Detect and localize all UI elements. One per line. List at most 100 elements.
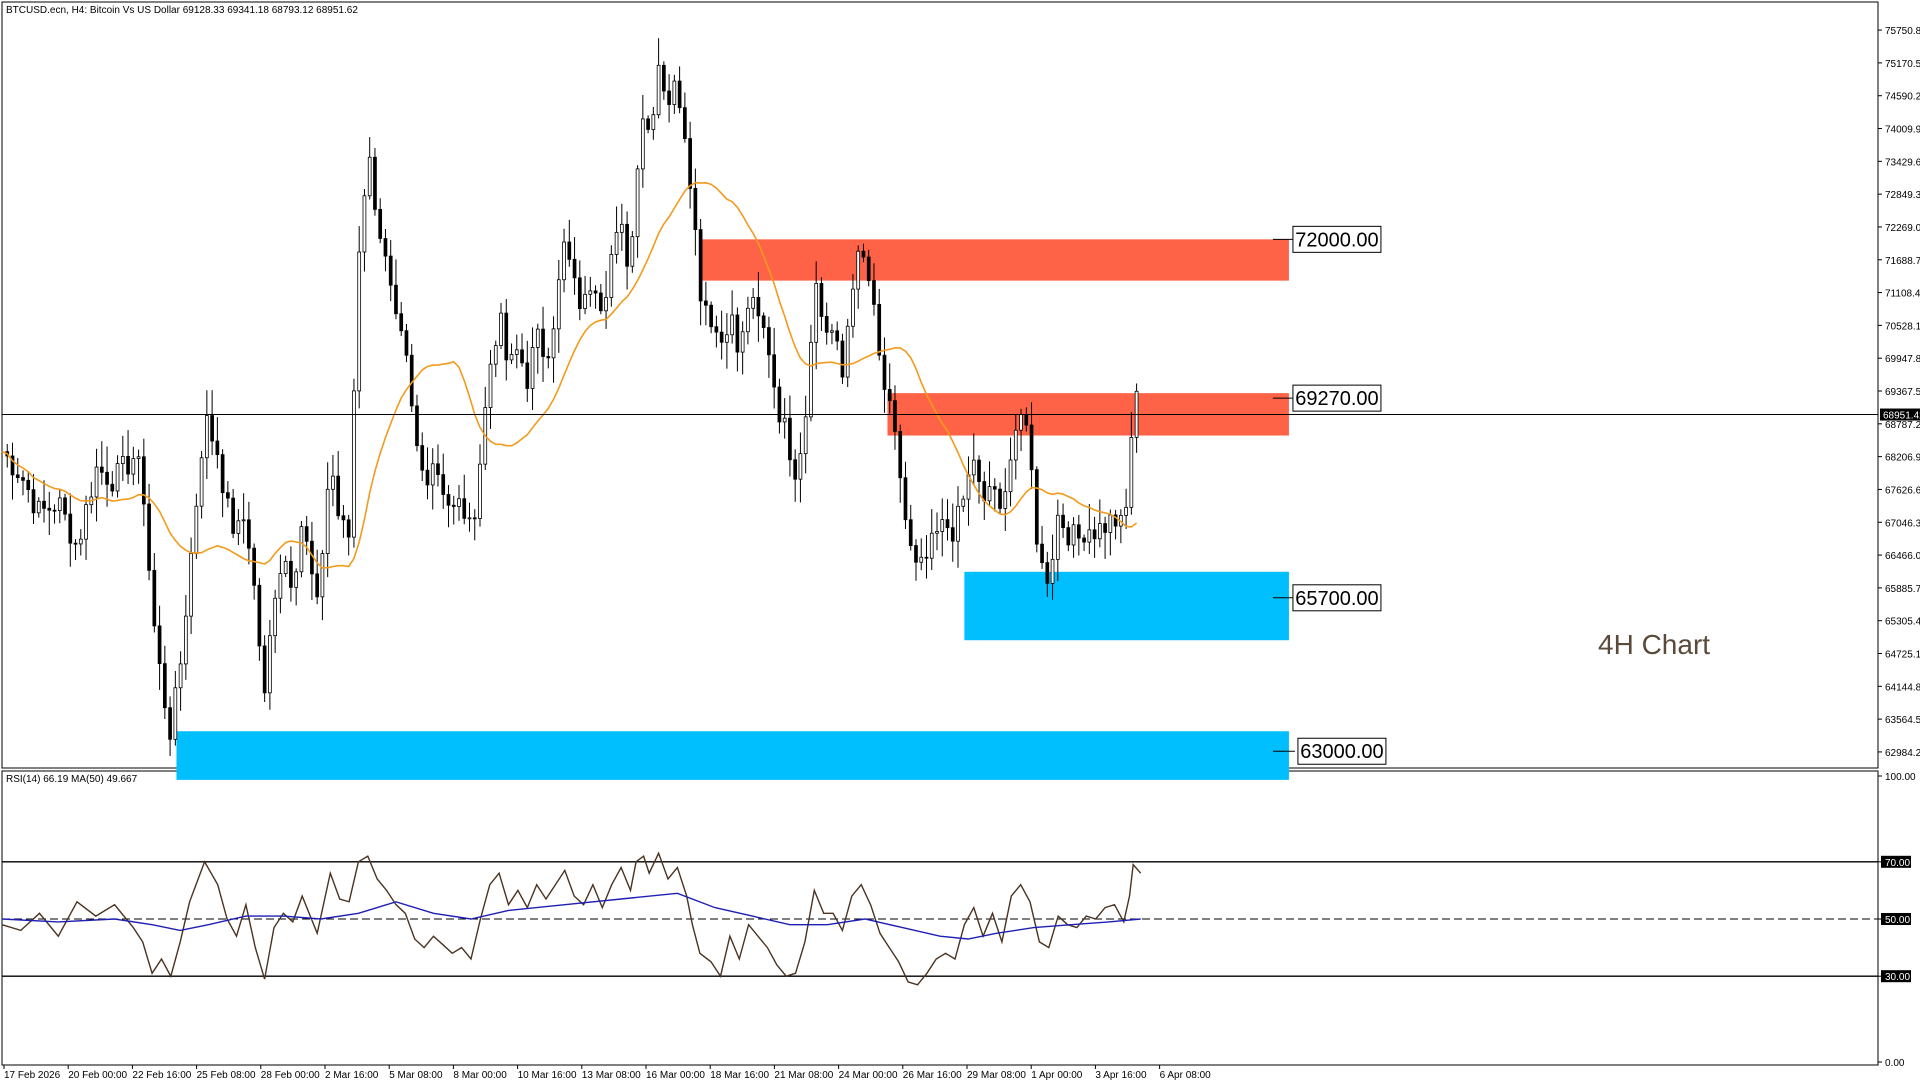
candle-bull xyxy=(78,538,83,545)
candle-bull xyxy=(493,345,498,365)
time-tick-label: 24 Mar 00:00 xyxy=(839,1070,898,1080)
candle-bear xyxy=(394,284,398,315)
candle-bear xyxy=(220,454,225,494)
candle-bear xyxy=(289,560,293,588)
candle-bear xyxy=(577,277,582,310)
candle-bear xyxy=(598,292,603,312)
resistance-zone xyxy=(699,239,1289,281)
current-price-label: 68951.42 xyxy=(1883,411,1920,422)
candle-bear xyxy=(903,477,908,521)
candle-bull xyxy=(178,663,183,689)
candle-bull xyxy=(273,597,277,637)
candle-bear xyxy=(546,356,551,359)
candle-bull xyxy=(131,458,136,475)
candle-bull xyxy=(352,390,356,538)
candle-bear xyxy=(257,584,262,647)
candle-bear xyxy=(761,315,766,328)
candle-bear xyxy=(147,503,151,571)
candle-bear xyxy=(788,417,792,461)
price-tick-label: 64725.10 xyxy=(1885,649,1920,660)
candle-bear xyxy=(168,707,172,740)
candle-bull xyxy=(740,331,745,353)
candle-bull xyxy=(136,456,141,459)
candle-bear xyxy=(693,188,698,231)
candle-bull xyxy=(509,354,514,361)
candle-bull xyxy=(294,571,299,588)
candle-bull xyxy=(845,325,850,378)
candle-bear xyxy=(866,256,871,282)
candle-bear xyxy=(399,313,404,332)
rsi-header: RSI(14) 66.19 MA(50) 49.667 xyxy=(6,774,138,785)
candle-bull xyxy=(656,64,661,116)
candle-bear xyxy=(541,328,545,357)
candle-bull xyxy=(1129,436,1134,508)
time-tick-label: 26 Mar 16:00 xyxy=(903,1070,962,1080)
candle-bull xyxy=(57,497,62,512)
candle-bear xyxy=(157,625,162,665)
candle-bear xyxy=(210,415,214,442)
candle-bear xyxy=(704,300,708,306)
price-tick-label: 64144.80 xyxy=(1885,682,1920,693)
candle-bear xyxy=(1061,514,1065,529)
candle-bear xyxy=(882,354,887,390)
chart-header: BTCUSD.ecn, H4: Bitcoin Vs US Dollar 691… xyxy=(6,5,358,16)
candle-bear xyxy=(688,138,692,189)
candle-bull xyxy=(809,341,813,418)
candle-bear xyxy=(346,519,351,538)
current-price-layer: 68951.42 xyxy=(2,408,1920,422)
candle-bull xyxy=(1055,514,1060,560)
candle-bear xyxy=(10,455,15,476)
candle-bull xyxy=(935,531,939,534)
candle-bear xyxy=(1066,527,1071,546)
rsi-line xyxy=(1,851,1142,986)
candle-bull xyxy=(961,498,966,507)
candle-bear xyxy=(52,509,57,512)
support-zone xyxy=(964,571,1289,641)
price-tick-label: 72269.00 xyxy=(1885,223,1920,234)
candle-bear xyxy=(26,479,31,491)
candle-bear xyxy=(835,330,840,342)
time-tick-label: 21 Mar 08:00 xyxy=(774,1070,833,1080)
candle-bear xyxy=(446,494,451,506)
candle-bear xyxy=(772,354,777,388)
price-tick-label: 69367.50 xyxy=(1885,387,1920,398)
candle-bear xyxy=(63,497,67,515)
candle-bear xyxy=(819,283,824,317)
candle-bull xyxy=(551,328,556,359)
candle-bear xyxy=(451,504,456,507)
candle-bear xyxy=(336,475,341,517)
candle-bull xyxy=(640,118,645,170)
candle-bear xyxy=(898,431,903,479)
candle-bull xyxy=(604,297,608,312)
candle-bull xyxy=(971,459,976,476)
candle-bear xyxy=(1076,524,1081,539)
candle-bear xyxy=(105,471,109,485)
candle-bull xyxy=(746,307,750,333)
rsi-tick-label: 30.00 xyxy=(1885,972,1910,983)
candle-bull xyxy=(1003,491,1008,509)
rsi-tick-label: 0.00 xyxy=(1885,1058,1905,1069)
candle-bear xyxy=(47,507,52,511)
candle-bear xyxy=(572,258,577,279)
candle-bull xyxy=(488,363,493,408)
candle-bear xyxy=(99,466,104,473)
candle-bull xyxy=(940,519,945,532)
candle-bull xyxy=(798,453,803,480)
time-tick-label: 6 Apr 08:00 xyxy=(1160,1070,1212,1080)
zone-price-label: 63000.00 xyxy=(1300,741,1383,763)
candle-bull xyxy=(199,457,204,507)
candle-bull xyxy=(320,553,325,598)
price-tick-label: 66466.00 xyxy=(1885,551,1920,562)
time-axis: 17 Feb 2026 20 Feb 00:00 22 Feb 16:00 25 Fe… xyxy=(3,1065,1212,1081)
rsi-pane-border xyxy=(1,770,1879,1066)
candle-bull xyxy=(987,486,992,502)
price-tick-label: 65885.70 xyxy=(1885,584,1920,595)
current-price-badge xyxy=(1880,408,1920,421)
rsi-ma-line xyxy=(1,892,1141,940)
candle-bear xyxy=(262,645,267,694)
candle-bull xyxy=(530,347,535,389)
candle-bull xyxy=(1071,524,1076,546)
price-tick-label: 74009.90 xyxy=(1885,125,1920,136)
candle-bull xyxy=(1097,523,1102,540)
